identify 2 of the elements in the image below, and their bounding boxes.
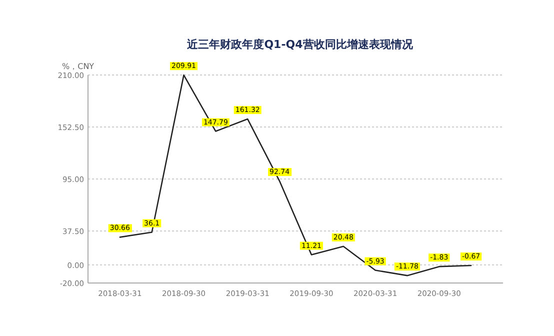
chart-title: 近三年财政年度Q1-Q4营收同比增速表现情况 bbox=[186, 38, 414, 51]
y-axis-title: %，CNY bbox=[62, 62, 94, 71]
